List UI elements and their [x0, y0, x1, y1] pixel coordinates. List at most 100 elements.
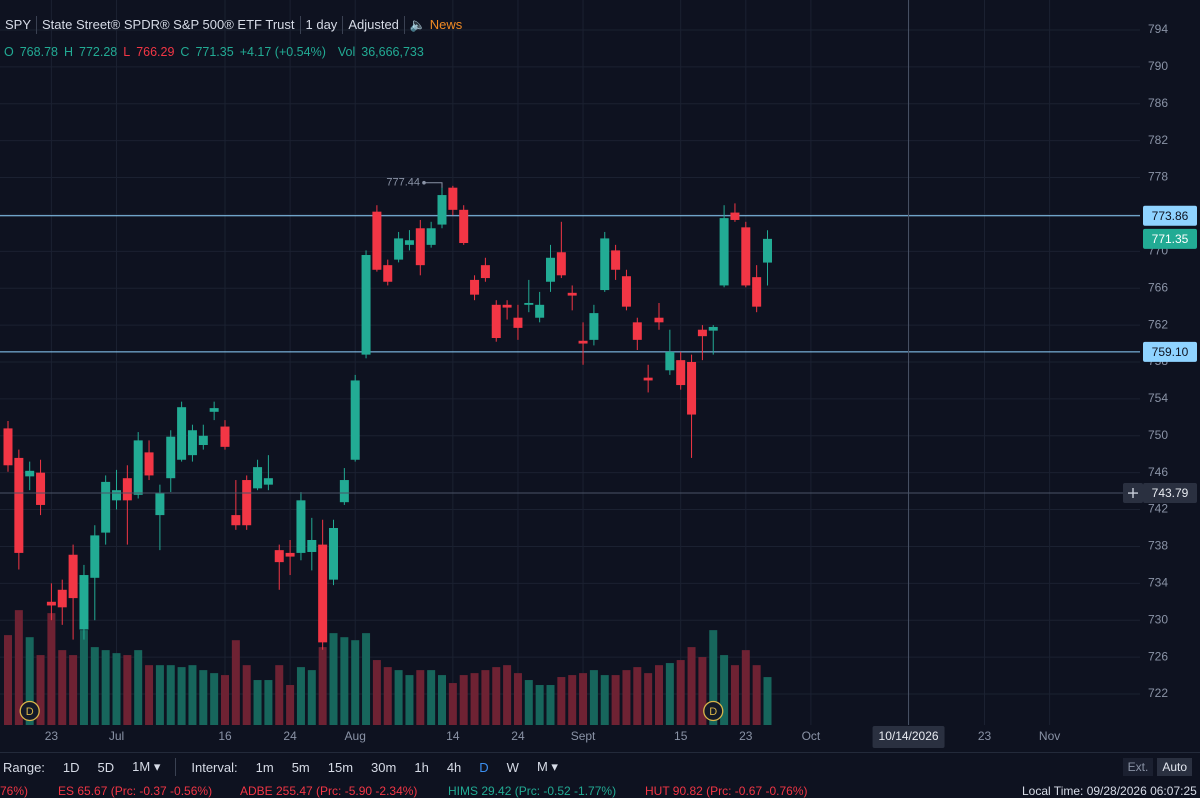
- candle-body: [307, 539, 317, 552]
- candle-body: [263, 478, 273, 485]
- range-button[interactable]: 1M ▾: [132, 759, 161, 774]
- candle-body: [90, 535, 100, 578]
- candle-body: [491, 304, 501, 339]
- volume-bar: [557, 677, 566, 725]
- volume-bar: [438, 675, 446, 725]
- local-time: Local Time: 09/28/2026 06:07:25: [1022, 784, 1197, 798]
- candle-body: [231, 515, 241, 526]
- vol-value: 36,666,733: [361, 45, 424, 59]
- volume-bar: [58, 650, 67, 725]
- volume-bar: [655, 665, 663, 725]
- y-tick-label: 730: [1148, 612, 1168, 626]
- candle-body: [46, 601, 56, 606]
- candle-body: [318, 544, 328, 643]
- volume-bar: [394, 670, 403, 725]
- c-label: C: [180, 45, 190, 59]
- volume-bar: [177, 667, 186, 725]
- x-tick-label: Oct: [802, 729, 821, 743]
- volume-bar: [600, 675, 609, 725]
- interval-button[interactable]: 1m: [255, 759, 274, 775]
- high-label: 777.44: [386, 177, 420, 189]
- volume-bar: [362, 633, 371, 725]
- candle-body: [394, 238, 404, 260]
- candle-body: [372, 211, 382, 270]
- volume-bar: [503, 665, 512, 725]
- y-tick-label: 782: [1148, 133, 1168, 147]
- interval-button[interactable]: 1h: [414, 759, 429, 775]
- volume-bar: [665, 663, 674, 725]
- volume-bar: [329, 633, 338, 725]
- low-value: 766.29: [136, 45, 175, 59]
- candle-body: [144, 452, 154, 476]
- interval-button[interactable]: 15m: [327, 759, 354, 775]
- price-line-label: 773.86: [1152, 209, 1189, 223]
- y-tick-label: 754: [1148, 391, 1168, 405]
- symbol[interactable]: SPY: [0, 16, 38, 34]
- price-line-box: [1143, 341, 1197, 362]
- ext-button[interactable]: Ext.: [1122, 758, 1154, 776]
- candle-body: [122, 478, 132, 501]
- candle-body: [600, 238, 610, 291]
- candle-body: [209, 408, 219, 412]
- adjustment[interactable]: Adjusted: [343, 16, 405, 34]
- candle-body: [556, 252, 566, 276]
- candle-body: [220, 426, 230, 447]
- volume-bar: [611, 675, 620, 725]
- range-button[interactable]: 5D: [97, 759, 115, 775]
- candle-body: [643, 377, 653, 381]
- volume-bar: [253, 680, 262, 725]
- x-tick-label: 16: [218, 729, 232, 743]
- candle-body: [578, 340, 588, 344]
- range-button[interactable]: 1D: [62, 759, 80, 775]
- x-tick-label: Aug: [345, 729, 366, 743]
- volume-bar: [101, 650, 110, 725]
- volume-bar: [318, 647, 327, 725]
- candle-body: [589, 313, 599, 340]
- volume-bar: [134, 650, 143, 725]
- interval[interactable]: 1 day: [301, 16, 344, 34]
- y-tick-label: 766: [1148, 280, 1168, 294]
- interval-button[interactable]: W: [506, 759, 519, 775]
- y-tick-label: 722: [1148, 686, 1168, 700]
- volume-bar: [210, 673, 219, 725]
- volume-bar: [687, 647, 696, 725]
- y-tick-label: 790: [1148, 59, 1168, 73]
- candle-body: [676, 360, 686, 386]
- interval-button[interactable]: 4h: [446, 759, 462, 775]
- candle-body: [448, 187, 458, 210]
- interval-button[interactable]: M ▾: [536, 759, 558, 774]
- volume-bar: [730, 665, 739, 725]
- change: +4.17 (+0.54%): [239, 45, 326, 59]
- auto-button[interactable]: Auto: [1157, 758, 1192, 776]
- candle-body: [480, 265, 490, 279]
- security-name: State Street® SPDR® S&P 500® ETF Trust: [37, 16, 301, 34]
- candle-body: [242, 480, 252, 526]
- candle-body: [719, 218, 729, 286]
- o-label: O: [4, 45, 14, 59]
- candle-body: [708, 326, 718, 331]
- volume-bar: [720, 655, 729, 725]
- candle-body: [296, 500, 306, 553]
- candle-body: [101, 481, 111, 533]
- interval-button-active[interactable]: D: [479, 759, 489, 775]
- y-tick-label: 786: [1148, 96, 1168, 110]
- candle-body: [329, 528, 338, 580]
- x-tick-label: Nov: [1039, 729, 1060, 743]
- news[interactable]: 🔈 News: [409, 17, 463, 32]
- volume-bar: [351, 640, 360, 725]
- candle-body: [752, 277, 762, 307]
- x-tick-label: 14: [446, 729, 460, 743]
- candle-body: [546, 257, 555, 282]
- interval-button[interactable]: 5m: [291, 759, 310, 775]
- volume-bar: [546, 685, 555, 725]
- volume-bar: [492, 667, 501, 725]
- x-tick-label: Sept: [571, 729, 596, 743]
- chart: 7227267307347387427467507547587627667707…: [0, 0, 1197, 748]
- news-label[interactable]: News: [429, 17, 463, 32]
- candle-body: [274, 550, 284, 563]
- volume-bar: [644, 673, 653, 725]
- volume-bar: [25, 637, 34, 725]
- interval-button[interactable]: 30m: [371, 759, 397, 775]
- volume-bar: [221, 675, 229, 725]
